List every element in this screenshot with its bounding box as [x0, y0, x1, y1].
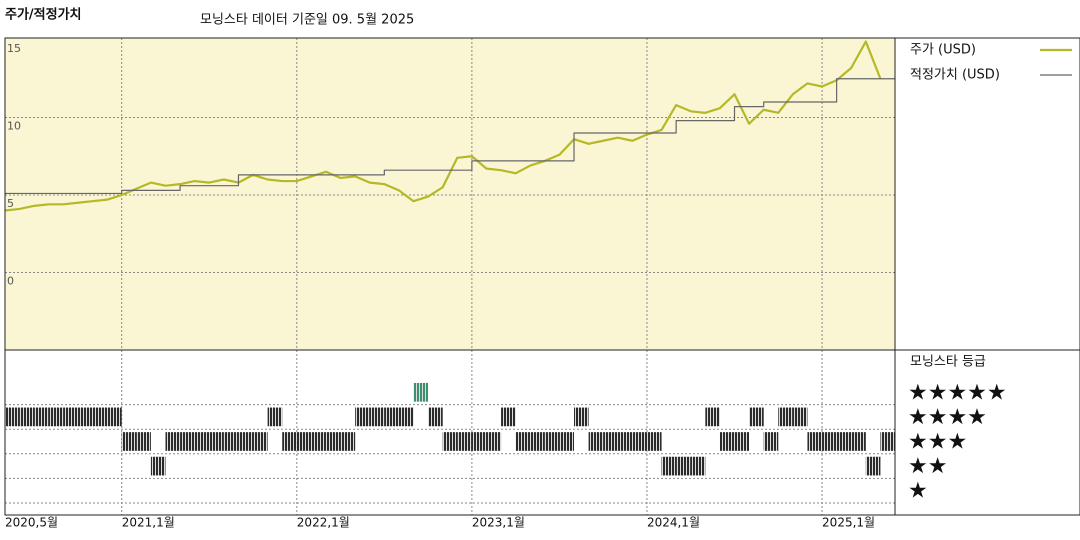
rating-bar [267, 407, 283, 427]
rating-bar [880, 432, 895, 451]
rating-bar [749, 407, 764, 427]
rating-bar [632, 432, 647, 451]
rating-bar [311, 432, 326, 451]
rating-bar [223, 432, 239, 451]
rating-legend: ★★★★★ [908, 380, 1007, 405]
rating-bar [150, 456, 166, 476]
rating-bar [792, 407, 808, 427]
y-tick-label: 5 [7, 197, 14, 210]
x-tick-label: 2024,1월 [647, 516, 700, 530]
rating-bar [296, 432, 312, 451]
rating-bar [238, 432, 254, 451]
rating-bar [530, 432, 545, 451]
rating-bar [209, 432, 224, 451]
rating-bar [77, 407, 93, 427]
rating-bar [384, 407, 399, 427]
rating-bar [734, 432, 750, 451]
x-tick-label: 2023,1월 [472, 516, 525, 530]
rating-bar [822, 432, 837, 451]
rating-bar [355, 407, 370, 427]
rating-bar [544, 432, 560, 451]
rating-bar [5, 407, 20, 427]
x-tick-label: 2021,1월 [122, 516, 175, 530]
rating-bar [121, 432, 137, 451]
rating-bar [340, 432, 356, 451]
rating-bar [63, 407, 78, 427]
rating-bar [836, 432, 852, 451]
chart-subtitle: 모닝스타 데이터 기준일 09. 5월 2025 [200, 13, 414, 28]
rating-bar [457, 432, 472, 451]
rating-bar [165, 432, 181, 451]
rating-bar [807, 432, 823, 451]
x-tick-label: 2022,1월 [297, 516, 350, 530]
rating-bar [719, 432, 735, 451]
rating-legend: ★★★★ [908, 405, 987, 430]
rating-bar [180, 432, 195, 451]
rating-bar [48, 407, 64, 427]
rating-legend: ★★ [908, 454, 947, 479]
rating-bar [559, 432, 575, 451]
rating-bar [471, 432, 487, 451]
y-tick-label: 15 [7, 42, 21, 55]
rating-bar [194, 432, 210, 451]
rating-legend: ★★★ [908, 430, 967, 455]
rating-bar [661, 456, 677, 476]
legend-label: 주가 (USD) [910, 43, 976, 58]
rating-bar [865, 456, 881, 476]
x-tick-label: 2020,5월 [5, 516, 58, 530]
rating-legend: ★ [908, 479, 928, 504]
rating-bar [646, 432, 662, 451]
rating-bar [442, 432, 458, 451]
rating-bar [690, 456, 706, 476]
rating-title: 모닝스타 등급 [910, 355, 986, 370]
rating-bar [705, 407, 720, 427]
outer-border [4, 37, 1080, 516]
x-tick-label: 2025,1월 [822, 516, 875, 530]
rating-bar [428, 407, 443, 427]
rating-bar [136, 432, 151, 451]
rating-bar [501, 407, 516, 427]
rating-bar [588, 432, 604, 451]
y-tick-label: 10 [7, 120, 21, 133]
rating-bar [19, 407, 35, 427]
series-line [5, 78, 895, 195]
rating-bar [413, 382, 429, 402]
rating-bar [617, 432, 633, 451]
rating-bar [574, 407, 589, 427]
rating-bar [282, 432, 297, 451]
plot-background [5, 38, 895, 350]
rating-bar [851, 432, 866, 451]
rating-bar [676, 456, 691, 476]
y-tick-label: 0 [7, 275, 14, 288]
rating-bar [515, 432, 531, 451]
rating-bar [763, 432, 779, 451]
rating-bar [107, 407, 122, 427]
rating-bar [778, 407, 793, 427]
series-line [4, 40, 882, 212]
rating-bar [325, 432, 341, 451]
rating-bar [486, 432, 502, 451]
rating-bar [253, 432, 268, 451]
rating-bar [369, 407, 385, 427]
rating-bar [398, 407, 414, 427]
rating-bar [92, 407, 108, 427]
rating-bar [603, 432, 618, 451]
chart-title: 주가/적정가치 [5, 7, 82, 23]
legend-label: 적정가치 (USD) [910, 68, 1000, 83]
rating-bar [34, 407, 49, 427]
